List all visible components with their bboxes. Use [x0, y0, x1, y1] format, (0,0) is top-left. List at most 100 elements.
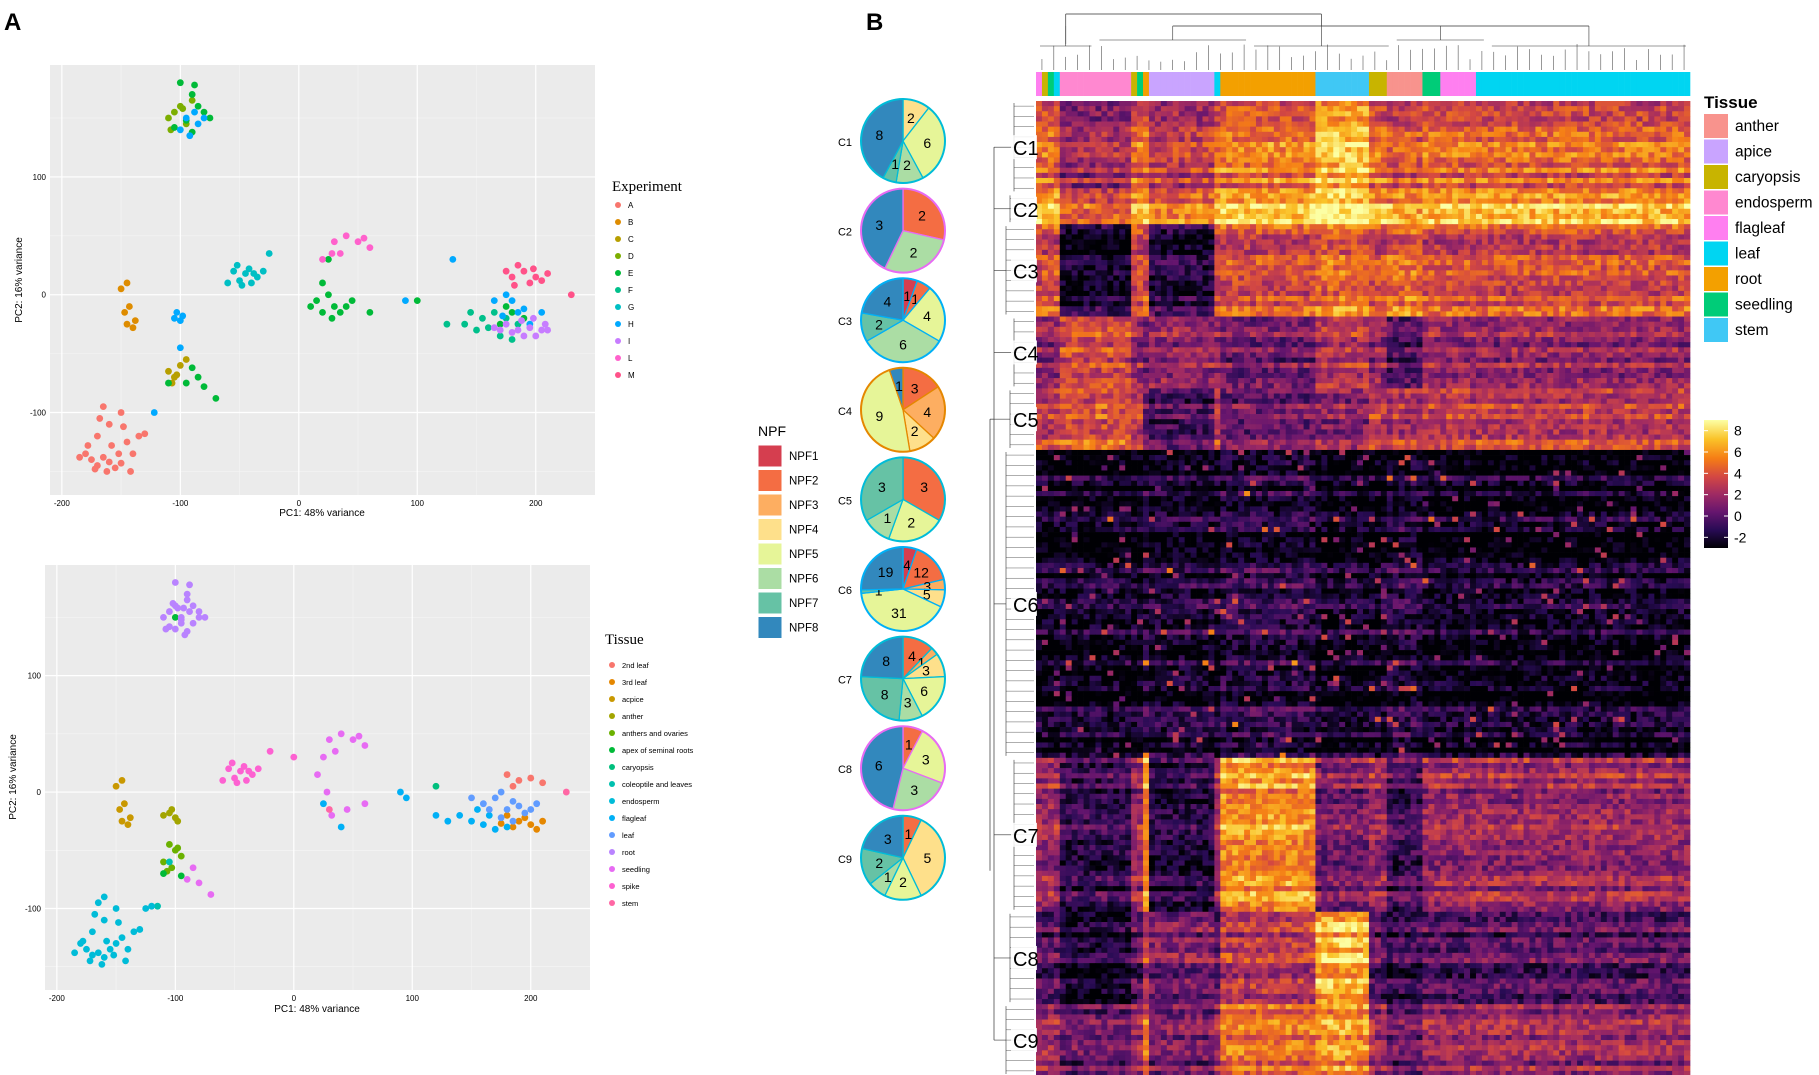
heatmap-cell: [1481, 208, 1489, 215]
heatmap-cell: [1368, 167, 1376, 174]
heatmap-cell: [1660, 254, 1667, 261]
heatmap-cell: [1523, 213, 1530, 220]
heatmap-cell: [1452, 136, 1459, 143]
heatmap-cell: [1089, 157, 1096, 163]
pie-slice-value: 8: [875, 127, 883, 143]
heatmap-cell: [1594, 167, 1602, 174]
heatmap-cell: [1232, 126, 1239, 133]
heatmap-cell: [1612, 188, 1620, 194]
heatmap-cell: [1475, 136, 1483, 143]
data-point: [343, 806, 351, 813]
legend-label: D: [628, 252, 634, 261]
heatmap-cell: [1071, 131, 1078, 138]
heatmap-cell: [1475, 203, 1483, 210]
heatmap-cell: [1398, 116, 1405, 122]
heatmap-cell: [1154, 208, 1162, 215]
heatmap-cell: [1297, 265, 1304, 271]
tissue-bar-cell: [1541, 72, 1548, 96]
tissue-bar-cell: [1464, 72, 1471, 96]
heatmap-cell: [1303, 290, 1310, 297]
heatmap-cell: [1475, 260, 1483, 266]
data-point: [527, 821, 535, 829]
heatmap-cell: [1416, 224, 1423, 230]
heatmap-cell: [1357, 208, 1364, 215]
heatmap-cell: [1434, 239, 1441, 246]
heatmap-cell: [1077, 280, 1084, 287]
heatmap-cell: [1577, 260, 1584, 266]
heatmap-cell: [1261, 270, 1269, 276]
heatmap-cell: [1541, 249, 1548, 256]
heatmap-cell: [1410, 167, 1417, 174]
heatmap-cell: [1184, 106, 1191, 112]
heatmap-cell: [1214, 275, 1221, 281]
heatmap-cell: [1470, 285, 1477, 292]
heatmap-cell: [1184, 172, 1191, 179]
heatmap-cell: [1624, 244, 1631, 251]
heatmap-cell: [1125, 131, 1132, 138]
heatmap-cell: [1523, 183, 1530, 189]
heatmap-cell: [1065, 203, 1073, 210]
heatmap-cell: [1505, 265, 1512, 271]
heatmap-cell: [1559, 203, 1566, 210]
heatmap-cell: [1541, 275, 1548, 281]
heatmap-cell: [1321, 229, 1328, 235]
heatmap-cell: [1428, 208, 1435, 215]
heatmap-cell: [1184, 183, 1191, 189]
heatmap-cell: [1297, 131, 1304, 138]
heatmap-cell: [1190, 116, 1197, 122]
heatmap-cell: [1452, 239, 1459, 246]
heatmap-cell: [1238, 229, 1245, 235]
heatmap-cell: [1434, 275, 1441, 281]
heatmap-cell: [1404, 198, 1411, 204]
heatmap-cell: [1351, 239, 1358, 246]
heatmap-cell: [1470, 121, 1477, 128]
heatmap-cell: [1202, 275, 1209, 281]
heatmap-cell: [1226, 219, 1233, 225]
heatmap-cell: [1452, 106, 1459, 112]
tissue-bar-cell: [1434, 72, 1441, 96]
heatmap-cell: [1047, 101, 1055, 107]
heatmap-cell: [1238, 244, 1245, 251]
heatmap-cell: [1279, 254, 1287, 261]
heatmap-cell: [1565, 167, 1572, 174]
data-point: [474, 806, 481, 813]
heatmap-cell: [1493, 229, 1501, 235]
heatmap-cell: [1577, 285, 1584, 292]
heatmap-cell: [1380, 239, 1388, 246]
heatmap-cell: [1547, 208, 1554, 215]
heatmap-cell: [1416, 229, 1423, 235]
heatmap-cell: [1428, 188, 1435, 194]
heatmap-cell: [1535, 111, 1542, 117]
heatmap-cell: [1107, 229, 1114, 235]
heatmap-cell: [1053, 167, 1061, 174]
heatmap-cell: [1446, 275, 1453, 281]
heatmap-cell: [1678, 249, 1685, 256]
heatmap-cell: [1125, 239, 1132, 246]
data-point: [169, 600, 177, 607]
tissue-bar-cell: [1422, 72, 1429, 96]
heatmap-cell: [1368, 213, 1376, 220]
heatmap-cell: [1440, 229, 1447, 235]
heatmap-cell: [1648, 219, 1655, 225]
heatmap-cell: [1107, 290, 1114, 297]
heatmap-cell: [1404, 152, 1411, 158]
heatmap-cell: [1529, 152, 1536, 158]
heatmap-cell: [1464, 280, 1471, 287]
heatmap-cell: [1047, 249, 1055, 256]
heatmap-cell: [1137, 172, 1144, 179]
heatmap-cell: [1499, 183, 1507, 189]
heatmap-cell: [1612, 270, 1620, 276]
heatmap-cell: [1137, 177, 1144, 184]
heatmap-cell: [1666, 260, 1673, 266]
heatmap-cell: [1190, 290, 1197, 297]
heatmap-cell: [1499, 167, 1507, 174]
heatmap-cell: [1374, 254, 1382, 261]
heatmap-cell: [1071, 265, 1078, 271]
heatmap-cell: [1172, 203, 1180, 210]
heatmap-cell: [1357, 106, 1364, 112]
heatmap-cell: [1582, 219, 1590, 225]
heatmap-cell: [1107, 275, 1114, 281]
heatmap-cell: [1238, 147, 1245, 153]
heatmap-cell: [1368, 136, 1376, 143]
tissue-bar-cell: [1143, 72, 1150, 96]
